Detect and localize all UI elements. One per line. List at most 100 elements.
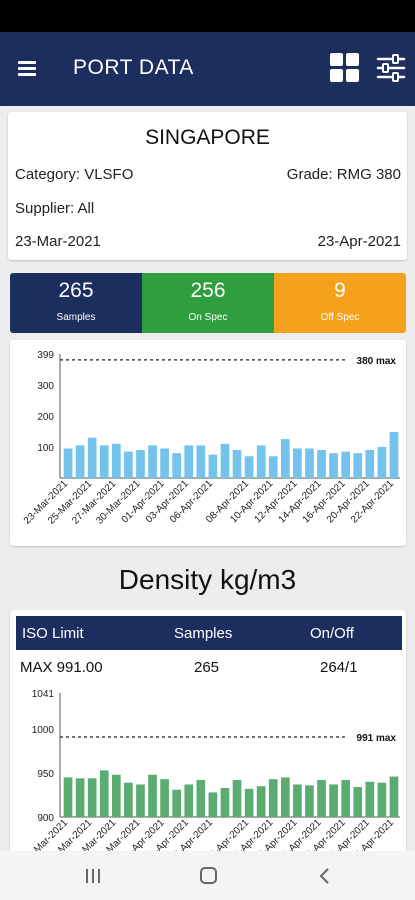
bar bbox=[148, 445, 157, 478]
bar bbox=[268, 779, 278, 817]
bar bbox=[341, 451, 351, 478]
bar bbox=[232, 450, 242, 478]
bar bbox=[99, 445, 109, 478]
samples-header: Samples bbox=[174, 625, 233, 642]
home-icon[interactable] bbox=[193, 864, 223, 888]
bar bbox=[365, 781, 375, 817]
y-tick-label: 399 bbox=[37, 350, 54, 361]
samples-stat[interactable]: 265 Samples bbox=[10, 273, 142, 333]
bar bbox=[172, 453, 182, 478]
samples-value: 265 bbox=[194, 659, 220, 676]
on-off-value: 264/1 bbox=[320, 659, 358, 676]
bar bbox=[377, 446, 387, 478]
iso-table-header: ISO Limit Samples On/Off bbox=[16, 616, 402, 650]
bar bbox=[317, 450, 326, 478]
samples-chart-card: 399 300 200 100 380 max 23-Mar-2021 25-Mar-202… bbox=[10, 340, 406, 546]
bar bbox=[220, 787, 230, 817]
on-spec-label: On Spec bbox=[188, 312, 228, 323]
bar bbox=[280, 439, 290, 478]
limit-label: 380 max bbox=[357, 356, 397, 367]
system-nav-bar bbox=[0, 851, 415, 900]
bar bbox=[87, 778, 97, 817]
bar bbox=[305, 785, 314, 817]
bar bbox=[111, 443, 121, 478]
bar bbox=[232, 780, 242, 817]
bar bbox=[196, 445, 206, 478]
on-spec-stat[interactable]: 256 On Spec bbox=[142, 273, 274, 333]
bar bbox=[256, 786, 266, 817]
bar bbox=[268, 456, 278, 478]
port-name: SINGAPORE bbox=[145, 126, 270, 149]
bar bbox=[353, 787, 363, 817]
off-spec-count: 9 bbox=[334, 279, 346, 302]
filter-settings-icon[interactable] bbox=[376, 52, 406, 84]
y-tick-label: 300 bbox=[37, 381, 54, 392]
bar bbox=[63, 777, 73, 817]
port-info-card: SINGAPORE Category: VLSFO Grade: RMG 380… bbox=[8, 112, 407, 260]
bar bbox=[148, 774, 157, 817]
bar bbox=[136, 450, 145, 478]
recent-apps-icon[interactable] bbox=[78, 864, 108, 888]
limit-label: 991 max bbox=[357, 733, 397, 744]
bar bbox=[377, 782, 387, 817]
bar bbox=[184, 784, 194, 817]
hamburger-menu-icon[interactable] bbox=[16, 58, 40, 80]
bar bbox=[365, 450, 375, 478]
bar bbox=[196, 780, 206, 817]
bar bbox=[317, 780, 326, 817]
density-title: Density kg/m3 bbox=[118, 564, 297, 595]
bar bbox=[172, 789, 182, 817]
bar bbox=[244, 456, 254, 478]
bar bbox=[280, 777, 290, 817]
supplier-label: Supplier: All bbox=[15, 200, 95, 217]
bar bbox=[124, 451, 133, 478]
y-tick-label: 1000 bbox=[32, 725, 55, 736]
app-bar: PORT DATA bbox=[0, 32, 415, 106]
bar bbox=[160, 779, 169, 817]
bar bbox=[63, 448, 73, 478]
date-to: 23-Apr-2021 bbox=[317, 233, 401, 250]
page-title: PORT DATA bbox=[73, 56, 194, 79]
off-spec-label: Off Spec bbox=[320, 312, 360, 323]
bar bbox=[244, 788, 254, 817]
date-from: 23-Mar-2021 bbox=[15, 233, 101, 250]
back-icon[interactable] bbox=[310, 864, 340, 888]
samples-label: Samples bbox=[56, 312, 96, 323]
off-spec-stat[interactable]: 9 Off Spec bbox=[274, 273, 406, 333]
bar bbox=[329, 784, 338, 817]
on-off-header: On/Off bbox=[310, 625, 354, 642]
bar bbox=[293, 448, 302, 478]
bar bbox=[208, 792, 218, 817]
iso-table-row: MAX 991.00 265 264/1 bbox=[16, 650, 402, 680]
bar bbox=[293, 784, 302, 817]
y-tick-label: 900 bbox=[37, 813, 54, 824]
bar bbox=[389, 432, 399, 478]
iso-limit-value: MAX 991.00 bbox=[20, 659, 103, 676]
bar bbox=[111, 774, 121, 817]
bar bbox=[329, 453, 338, 478]
bar bbox=[353, 453, 363, 478]
bar bbox=[160, 448, 169, 478]
on-spec-count: 256 bbox=[190, 279, 226, 302]
bar bbox=[87, 437, 97, 478]
bar bbox=[99, 770, 109, 817]
bar bbox=[220, 443, 230, 478]
bar bbox=[136, 784, 145, 817]
y-tick-label: 950 bbox=[37, 769, 54, 780]
grid-view-icon[interactable] bbox=[330, 53, 360, 83]
density-card: ISO Limit Samples On/Off MAX 991.00 265 … bbox=[10, 610, 406, 860]
y-tick-label: 1041 bbox=[32, 689, 55, 700]
bar bbox=[256, 445, 266, 478]
bar bbox=[305, 448, 314, 478]
grade-label: Grade: RMG 380 bbox=[286, 166, 401, 183]
y-tick-label: 100 bbox=[37, 443, 54, 454]
bar bbox=[75, 778, 85, 817]
category-label: Category: VLSFO bbox=[15, 166, 134, 183]
bar bbox=[341, 780, 351, 817]
bar bbox=[208, 454, 218, 478]
samples-count: 265 bbox=[58, 279, 94, 302]
bar bbox=[75, 445, 85, 478]
bar bbox=[184, 445, 194, 478]
